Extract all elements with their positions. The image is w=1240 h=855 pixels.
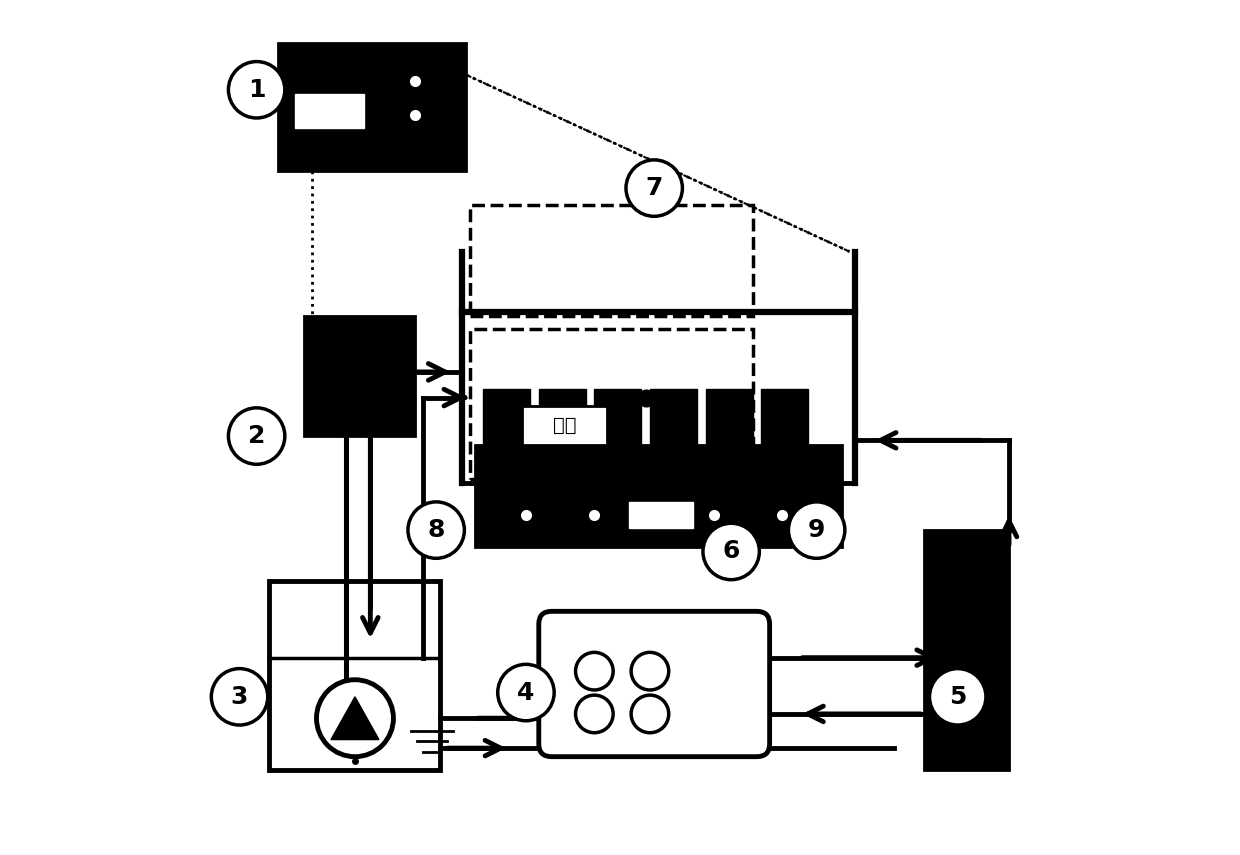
Text: 5: 5 [949, 685, 966, 709]
Bar [538, 389, 585, 445]
Bar [304, 316, 415, 436]
Bar [522, 406, 608, 445]
Bar [761, 389, 808, 445]
Circle shape [789, 502, 844, 558]
Bar [470, 205, 753, 316]
Text: 1: 1 [248, 78, 265, 102]
Circle shape [408, 502, 465, 558]
Text: 9: 9 [808, 518, 826, 542]
Bar [629, 502, 693, 528]
Text: 6: 6 [723, 540, 740, 563]
Polygon shape [331, 697, 379, 740]
Text: 样品: 样品 [553, 416, 577, 435]
Circle shape [228, 408, 285, 464]
Bar [278, 43, 466, 171]
Text: 8: 8 [428, 518, 445, 542]
Circle shape [316, 680, 393, 757]
Circle shape [211, 669, 268, 725]
Circle shape [631, 652, 668, 690]
FancyBboxPatch shape [538, 611, 770, 757]
Bar [470, 329, 753, 479]
Circle shape [703, 523, 759, 580]
Bar [706, 389, 753, 445]
Text: 4: 4 [517, 681, 534, 705]
Text: 7: 7 [646, 176, 663, 200]
Bar [650, 389, 697, 445]
Circle shape [626, 160, 682, 216]
Bar [295, 94, 363, 128]
Circle shape [930, 669, 986, 725]
Bar [924, 530, 1009, 770]
Text: 3: 3 [231, 685, 248, 709]
Bar [484, 389, 531, 445]
Bar [269, 581, 440, 770]
Circle shape [575, 652, 613, 690]
Bar [475, 445, 842, 547]
Bar [594, 389, 641, 445]
Circle shape [631, 695, 668, 733]
Circle shape [575, 695, 613, 733]
Circle shape [497, 664, 554, 721]
Text: 2: 2 [248, 424, 265, 448]
Circle shape [228, 62, 285, 118]
